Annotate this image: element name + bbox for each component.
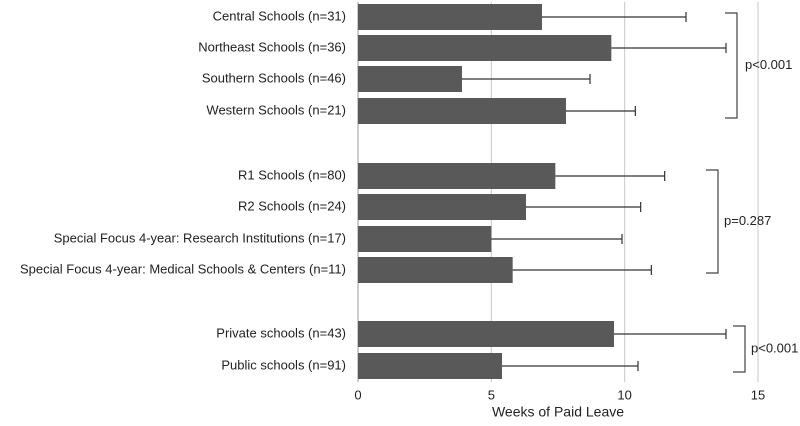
- y-tick-label: Private schools (n=43): [216, 325, 346, 340]
- error-bar: [491, 234, 623, 244]
- y-tick-label: R1 Schools (n=80): [238, 167, 346, 182]
- error-bar: [462, 74, 591, 84]
- error-bar: [566, 106, 636, 116]
- bar: [358, 353, 502, 379]
- bar: [358, 35, 612, 61]
- annotation: p<0.001: [751, 340, 798, 355]
- bar: [358, 321, 614, 347]
- bar: [358, 226, 492, 252]
- error-bar: [512, 265, 652, 275]
- y-tick-label: Central Schools (n=31): [213, 8, 346, 23]
- annotation: p<0.001: [745, 57, 792, 72]
- bracket: [725, 12, 738, 119]
- bar: [358, 163, 556, 189]
- bar: [358, 4, 542, 30]
- error-bar: [555, 171, 666, 181]
- x-tick-label: 15: [751, 387, 765, 402]
- error-bar: [542, 12, 687, 22]
- y-tick-label: Western Schools (n=21): [206, 102, 346, 117]
- y-tick-label: Southern Schools (n=46): [202, 70, 346, 85]
- x-tick-label: 10: [617, 387, 631, 402]
- y-tick-label: Special Focus 4-year: Research Instituti…: [54, 230, 346, 245]
- error-bar: [526, 202, 642, 212]
- y-tick-label: Public schools (n=91): [221, 357, 346, 372]
- bracket: [706, 169, 719, 274]
- bar: [358, 194, 526, 220]
- bar: [358, 98, 566, 124]
- bar: [358, 257, 513, 283]
- x-axis-label: Weeks of Paid Leave: [492, 404, 624, 420]
- y-tick-label: Special Focus 4-year: Medical Schools & …: [20, 261, 346, 276]
- y-tick-label: Northeast Schools (n=36): [198, 39, 346, 54]
- annotation: p=0.287: [724, 213, 771, 228]
- x-tick-label: 0: [354, 387, 361, 402]
- error-bar: [614, 329, 727, 339]
- error-bar: [502, 361, 639, 371]
- bracket: [733, 325, 746, 373]
- x-tick-label: 5: [488, 387, 495, 402]
- error-bar: [611, 43, 727, 53]
- y-tick-label: R2 Schools (n=24): [238, 198, 346, 213]
- bar: [358, 66, 462, 92]
